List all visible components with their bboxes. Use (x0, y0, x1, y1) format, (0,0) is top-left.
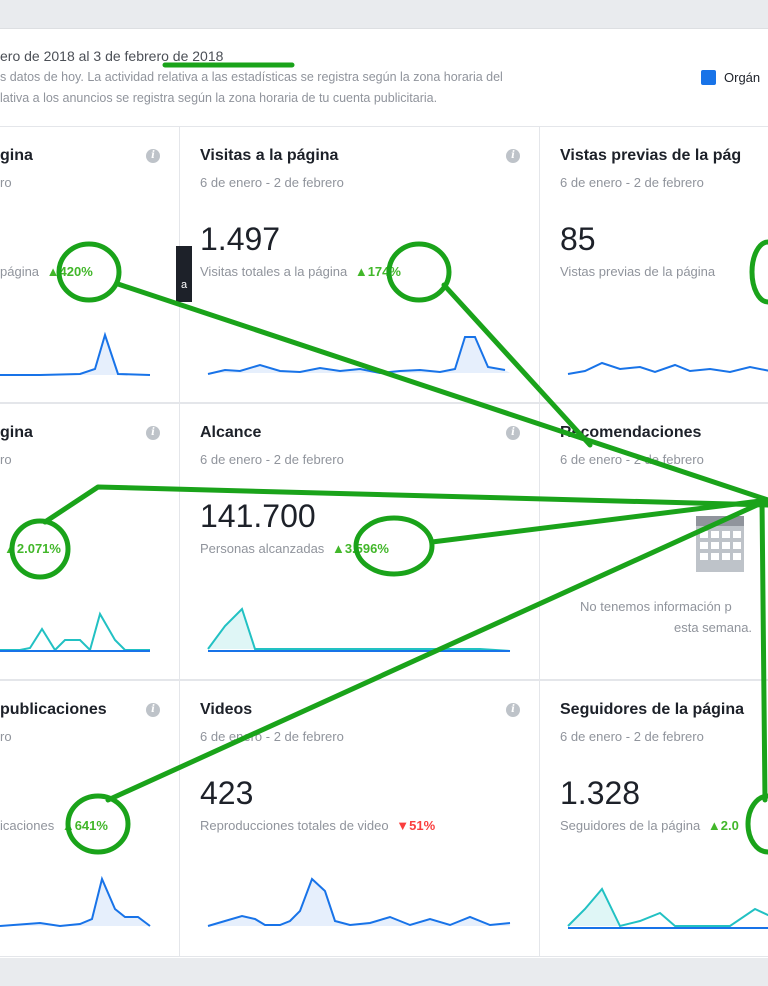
card-date: 6 de enero - 2 de febrero (200, 175, 344, 190)
metric-label: Visitas totales a la página (200, 264, 348, 279)
timezone-note-line2: lativa a los anuncios se registra según … (0, 91, 438, 105)
card-actions[interactable]: gina i ro ▲2.071% (0, 403, 181, 680)
card-page-views[interactable]: Visitas a la página i 6 de enero - 2 de … (179, 126, 541, 403)
triangle-up-icon: ▲ (46, 264, 60, 279)
triangle-up-icon: ▲ (354, 264, 368, 279)
change-value: 2.0 (720, 818, 739, 833)
triangle-down-icon: ▼ (396, 818, 410, 833)
metric-label: página (0, 264, 40, 279)
card-value: 85 (560, 221, 596, 257)
legend[interactable]: Orgán (701, 70, 760, 85)
timezone-note-line1: s datos de hoy. La actividad relativa a … (0, 70, 503, 84)
sparkline (0, 331, 151, 376)
card-date: ro (0, 452, 12, 467)
card-page-previews[interactable]: Vistas previas de la pág 6 de enero - 2 … (539, 126, 768, 403)
change-down: ▼51% (396, 818, 435, 833)
card-date: ro (0, 175, 12, 190)
card-metric: Seguidores de la página ▲2.0 (560, 818, 739, 833)
card-title: Visitas a la página (200, 147, 339, 164)
change-up: ▲2.0 (708, 818, 739, 833)
tooltip: a (176, 246, 192, 302)
legend-swatch-organic (701, 70, 716, 85)
card-post-engagement[interactable]: publicaciones i ro icaciones ▲641% (0, 680, 181, 957)
card-date: ro (0, 729, 12, 744)
sparkline (0, 611, 150, 652)
card-value: 1.497 (200, 221, 281, 257)
card-recommendations[interactable]: Recomendaciones 6 de enero - 2 de febrer… (539, 403, 768, 680)
metric-label: Vistas previas de la página (560, 264, 716, 279)
sparkline (207, 877, 511, 927)
card-title: gina (0, 147, 33, 164)
sparkline (207, 336, 510, 375)
card-title: Vistas previas de la pág (560, 147, 742, 164)
card-metric: Vistas previas de la página (560, 264, 715, 279)
triangle-up-icon: ▲ (707, 818, 721, 833)
card-page-followers[interactable]: Seguidores de la página 6 de enero - 2 d… (539, 680, 768, 957)
card-videos[interactable]: Videos i 6 de enero - 2 de febrero 423 R… (179, 680, 541, 957)
no-data-line2: esta semana. (674, 620, 753, 635)
sparkline (567, 361, 768, 375)
metric-label: icaciones (0, 818, 55, 833)
calendar-icon (696, 516, 744, 572)
metric-label: Seguidores de la página (560, 818, 701, 833)
info-icon[interactable]: i (146, 149, 160, 163)
info-icon[interactable]: i (506, 149, 520, 163)
page-bottom (0, 958, 768, 986)
card-title: gina (0, 424, 33, 441)
card-reach[interactable]: Alcance i 6 de enero - 2 de febrero 141.… (179, 403, 541, 680)
date-range-link[interactable]: ero de 2018 al 3 de febrero de 2018 (0, 48, 224, 64)
legend-label-organic: Orgán (724, 70, 761, 85)
card-date: 6 de enero - 2 de febrero (560, 175, 704, 190)
no-data-line1: No tenemos información p (580, 599, 732, 614)
sparkline (0, 875, 151, 928)
sparkline (567, 887, 768, 929)
card-page-likes[interactable]: gina i ro página ▲420% (0, 126, 181, 403)
metric-label: Reproducciones totales de video (200, 818, 389, 833)
card-title: publicaciones (0, 701, 107, 718)
card-metric: Reproducciones totales de video ▼51% (200, 818, 435, 833)
change-value: 51% (409, 818, 436, 833)
sparkline (207, 607, 511, 652)
